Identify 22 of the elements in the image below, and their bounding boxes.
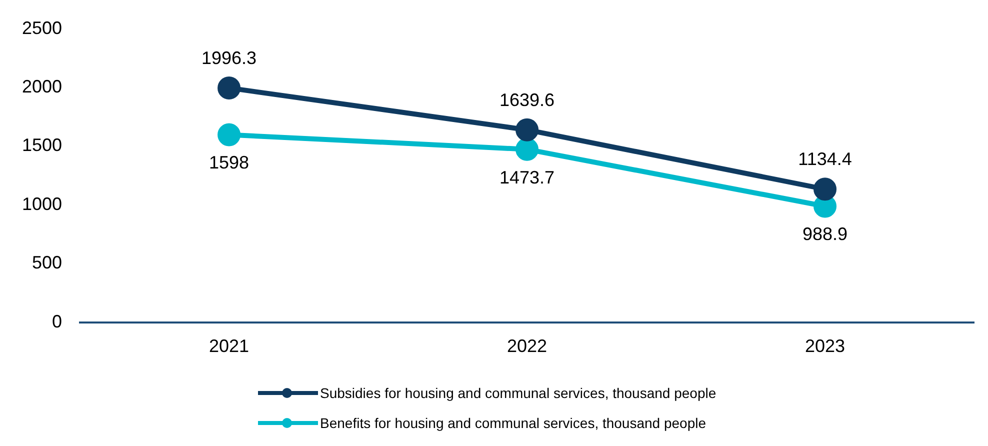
data-label: 1134.4 xyxy=(798,149,852,170)
y-tick-label: 1500 xyxy=(22,135,62,156)
point xyxy=(218,76,241,100)
x-tick-label: 2021 xyxy=(209,336,250,356)
y-tick-label: 2500 xyxy=(22,18,62,38)
y-tick-label: 0 xyxy=(52,311,62,332)
x-tick-label: 2023 xyxy=(804,336,846,356)
data-label: 1598 xyxy=(209,152,250,173)
y-tick-label: 1000 xyxy=(22,194,62,214)
data-label: 1473.7 xyxy=(499,167,555,188)
legend-label: Subsidies for housing and communal services, thousand people xyxy=(320,385,716,401)
point xyxy=(516,138,539,161)
point xyxy=(516,118,539,142)
data-label: 1639.6 xyxy=(499,90,555,110)
legend-label: Benefits for housing and communal services, thousand people xyxy=(320,415,706,431)
data-label: 1996.3 xyxy=(202,48,257,68)
point xyxy=(218,123,241,146)
data-label: 988.9 xyxy=(802,224,848,244)
y-tick-label: 2000 xyxy=(22,76,62,96)
x-tick-label: 2022 xyxy=(507,336,548,356)
point xyxy=(814,178,837,201)
y-tick-label: 500 xyxy=(32,252,62,273)
